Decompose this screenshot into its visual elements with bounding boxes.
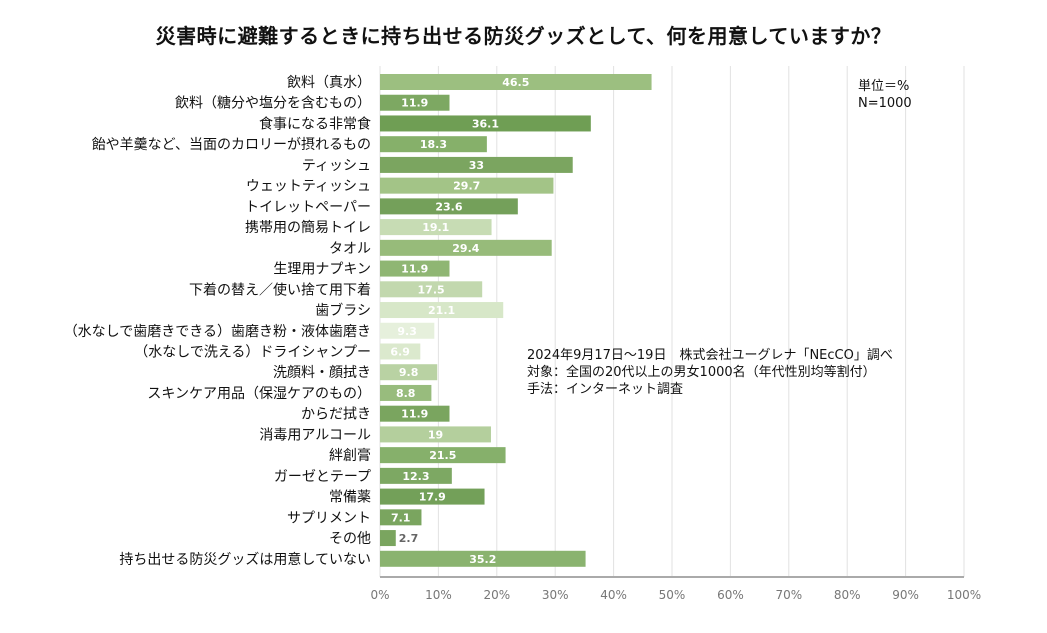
category-labels: 飲料（真水） 飲料（糖分や塩分を含むもの） 食事になる非常食飴や羊羹など、当面のカロ… — [64, 75, 371, 568]
source-note-target: 対象：全国の20代以上の男女1000名（年代性別均等割付） — [527, 364, 876, 380]
category-label: （水なしで歯磨きできる）歯磨き粉・液体歯磨き — [64, 324, 371, 340]
n-note: N=1000 — [858, 96, 912, 111]
x-tick-label: 70% — [775, 588, 802, 602]
bar — [380, 156, 573, 173]
bar — [380, 384, 432, 401]
value-label: 29.4 — [452, 242, 479, 255]
bar — [380, 467, 452, 484]
unit-note: 単位＝% — [858, 78, 909, 94]
bar — [380, 488, 485, 505]
category-label: 生理用ナプキン — [273, 262, 371, 278]
x-tick-label: 100% — [947, 588, 981, 602]
category-label: 絆創膏 — [329, 447, 371, 464]
value-label: 11.9 — [401, 97, 428, 110]
value-label: 11.9 — [401, 263, 428, 276]
value-label: 7.1 — [391, 511, 411, 524]
value-label: 19 — [428, 428, 443, 441]
bar — [380, 260, 450, 277]
category-label: 飲料（真水） — [287, 75, 371, 91]
value-label: 46.5 — [502, 76, 529, 89]
bar — [380, 115, 591, 132]
bar — [380, 447, 506, 464]
value-label: 17.9 — [419, 491, 446, 504]
value-label: 35.2 — [469, 553, 496, 566]
category-label: ティッシュ — [302, 158, 371, 174]
bars: 46.5 11.9 36.1 18.3 33 29.7 23.6 19.129.4 11.9 17… — [380, 74, 652, 567]
category-label: トイレットペーパー — [245, 199, 371, 215]
value-label: 21.5 — [429, 449, 456, 462]
bar — [380, 74, 652, 90]
x-axis-ticks: 0% 10% 20% 30% 40% 50% 60% 70% 80% 90% 100% — [370, 588, 981, 602]
bar — [380, 550, 586, 567]
bar — [380, 94, 450, 111]
category-label: からだ拭き — [301, 407, 371, 423]
x-tick-label: 20% — [483, 588, 510, 602]
category-label: 食事になる非常食 — [259, 115, 371, 132]
x-tick-label: 10% — [425, 588, 452, 602]
category-label: 常備薬 — [329, 490, 371, 506]
bar — [380, 405, 450, 422]
category-label: （水なしで洗える）ドライシャンプー — [134, 344, 371, 360]
x-tick-label: 80% — [834, 588, 861, 602]
bar — [380, 281, 483, 298]
bar — [380, 219, 492, 236]
value-label: 29.7 — [453, 180, 480, 193]
bar — [380, 343, 421, 360]
x-tick-label: 90% — [892, 588, 919, 602]
category-label: 洗顔料・顔拭き — [273, 365, 371, 381]
category-label: 飴や羊羹など、当面のカロリーが摂れるもの — [92, 136, 371, 153]
category-label: スキンケア用品（保湿ケアのもの） — [147, 386, 371, 402]
category-label: ウェットティッシュ — [246, 179, 371, 195]
value-label: 2.7 — [399, 532, 419, 545]
bar — [380, 198, 518, 215]
x-tick-label: 30% — [542, 588, 569, 602]
category-label: 消毒用アルコール — [259, 427, 371, 443]
bar — [380, 322, 435, 339]
bar — [380, 136, 487, 153]
bar — [380, 509, 422, 526]
value-label: 19.1 — [422, 221, 449, 234]
value-label: 6.9 — [390, 345, 410, 358]
category-label: タオル — [329, 241, 371, 257]
category-label: 下着の替え／使い捨て用下着 — [189, 281, 371, 298]
value-label: 9.3 — [397, 325, 417, 338]
category-label: 持ち出せる防災グッズは用意していない — [119, 551, 371, 568]
value-label: 33 — [469, 159, 484, 172]
category-label: 携帯用の簡易トイレ — [245, 220, 371, 236]
x-tick-label: 0% — [370, 588, 389, 602]
category-label: サプリメント — [287, 510, 371, 526]
value-label: 12.3 — [402, 470, 429, 483]
bar — [380, 530, 396, 547]
value-label: 11.9 — [401, 408, 428, 421]
bar — [380, 177, 554, 194]
bar — [380, 364, 438, 381]
bar — [380, 426, 491, 443]
bar — [380, 302, 504, 319]
value-label: 9.8 — [399, 366, 419, 379]
x-tick-label: 40% — [600, 588, 627, 602]
chart-title: 災害時に避難するときに持ち出せる防災グッズとして、何を用意していますか？ — [155, 24, 892, 48]
gridlines — [379, 66, 965, 577]
x-tick-label: 60% — [717, 588, 744, 602]
source-note-method: 手法：インターネット調査 — [527, 382, 683, 397]
value-label: 8.8 — [396, 387, 416, 400]
value-label: 21.1 — [428, 304, 455, 317]
bar — [380, 239, 552, 256]
category-label: ガーゼとテープ — [274, 469, 371, 485]
value-label: 17.5 — [418, 283, 445, 296]
x-tick-label: 50% — [659, 588, 686, 602]
category-label: 飲料（糖分や塩分を含むもの） — [175, 96, 371, 112]
source-note-date: 2024年9月17日～19日 株式会社ユーグレナ「NEcCO」調べ — [527, 347, 893, 363]
category-label: 歯ブラシ — [315, 302, 371, 319]
value-label: 23.6 — [435, 200, 462, 213]
category-label: その他 — [329, 531, 371, 547]
value-label: 36.1 — [472, 117, 499, 130]
value-label: 18.3 — [420, 138, 447, 151]
